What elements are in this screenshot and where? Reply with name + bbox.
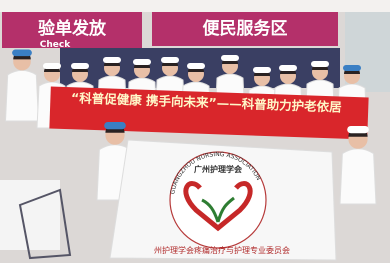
sign-right-label: 便民服务区 — [203, 18, 288, 39]
nurse-cap — [103, 57, 121, 63]
nurse-cap — [133, 59, 151, 65]
nurse-cap — [347, 126, 369, 133]
ceiling — [0, 0, 390, 12]
flag-footer: 州护理学会疼痛治疗与护理专业委员会 — [154, 245, 290, 255]
page: 验单发放 Check 便民服务区 “科普促健康 携手向未来”——科普助力护老依居… — [0, 0, 390, 263]
nurse-cap — [311, 61, 329, 67]
flag-name: 广州护理学会 — [194, 164, 242, 174]
photo: 验单发放 Check 便民服务区 “科普促健康 携手向未来”——科普助力护老依居… — [0, 0, 390, 263]
uniform — [6, 70, 39, 121]
blue-cap — [12, 50, 32, 57]
nurse-cap — [279, 65, 297, 71]
nurse-cap — [161, 57, 179, 63]
blue-cap — [343, 65, 361, 71]
blue-cap — [104, 122, 126, 129]
nurse-cap — [187, 63, 205, 69]
sign-left-label: 验单发放 — [38, 18, 107, 39]
nurse-cap — [221, 55, 239, 61]
table — [0, 180, 60, 250]
nurse-cap — [43, 63, 61, 69]
uniform — [340, 149, 376, 204]
nurse-cap — [71, 63, 89, 69]
nurse-cap — [253, 67, 271, 73]
